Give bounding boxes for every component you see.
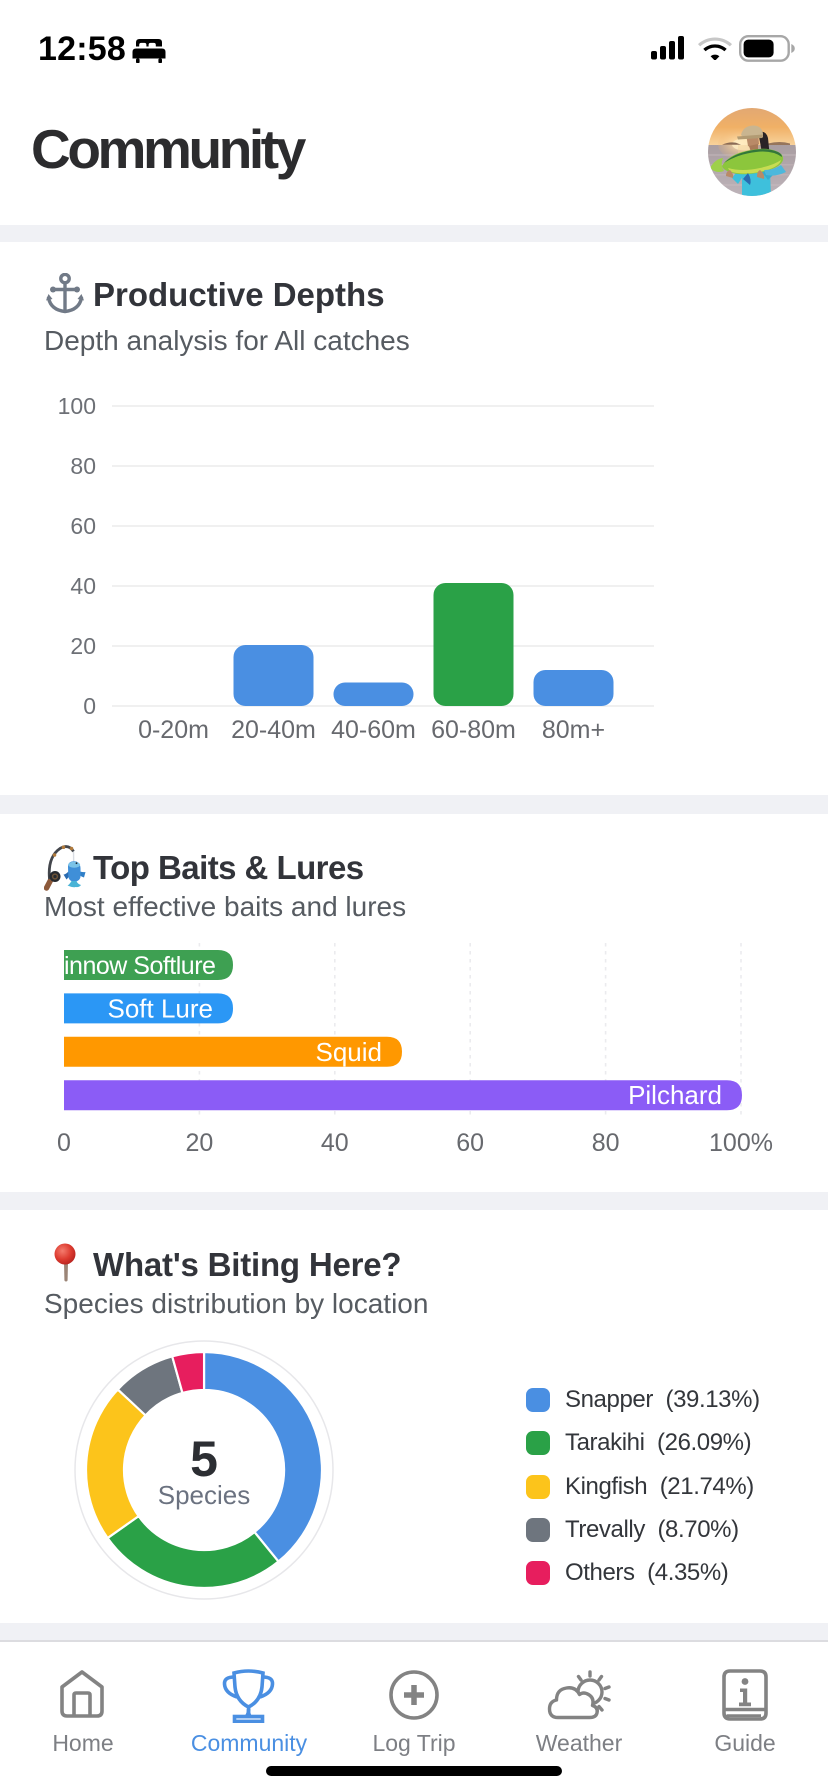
- svg-text:60-80m: 60-80m: [431, 716, 516, 744]
- svg-text:20-40m: 20-40m: [231, 716, 316, 744]
- svg-text:100: 100: [58, 393, 96, 419]
- svg-text:innow Softlure: innow Softlure: [64, 952, 215, 980]
- svg-text:20: 20: [70, 633, 96, 659]
- svg-text:20: 20: [185, 1129, 213, 1157]
- svg-text:0: 0: [57, 1129, 71, 1157]
- svg-text:40: 40: [321, 1129, 349, 1157]
- svg-text:80m+: 80m+: [542, 716, 605, 744]
- svg-text:40: 40: [70, 573, 96, 599]
- svg-text:0-20m: 0-20m: [138, 716, 209, 744]
- svg-text:Squid: Squid: [316, 1037, 383, 1067]
- svg-text:0: 0: [83, 693, 96, 719]
- svg-text:Pilchard: Pilchard: [628, 1080, 722, 1110]
- svg-text:60: 60: [70, 513, 96, 539]
- svg-text:Soft Lure: Soft Lure: [107, 993, 213, 1023]
- svg-text:80: 80: [70, 453, 96, 479]
- svg-text:80: 80: [592, 1129, 620, 1157]
- svg-text:60: 60: [456, 1129, 484, 1157]
- svg-text:100%: 100%: [709, 1129, 773, 1157]
- svg-text:40-60m: 40-60m: [331, 716, 416, 744]
